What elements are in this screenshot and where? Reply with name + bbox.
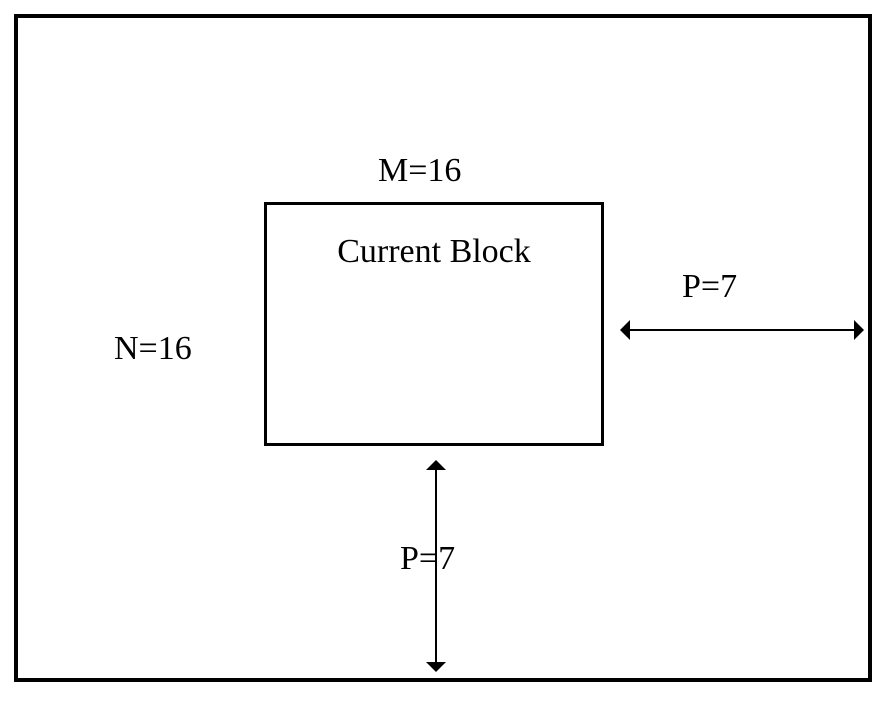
arrow-bottom — [435, 470, 437, 662]
current-block-box: Current Block — [264, 202, 604, 446]
label-p-bottom: P=7 — [400, 540, 455, 578]
current-block-label: Current Block — [337, 233, 531, 271]
arrow-bottom-head-top — [426, 460, 446, 470]
diagram-canvas: Current Block M=16 N=16 P=7 P=7 — [0, 0, 886, 708]
arrow-right — [630, 329, 854, 331]
arrow-right-head-right — [854, 320, 864, 340]
label-n: N=16 — [114, 330, 192, 368]
arrow-bottom-head-bottom — [426, 662, 446, 672]
label-p-right: P=7 — [682, 268, 737, 306]
label-m: M=16 — [378, 152, 461, 190]
arrow-right-head-left — [620, 320, 630, 340]
